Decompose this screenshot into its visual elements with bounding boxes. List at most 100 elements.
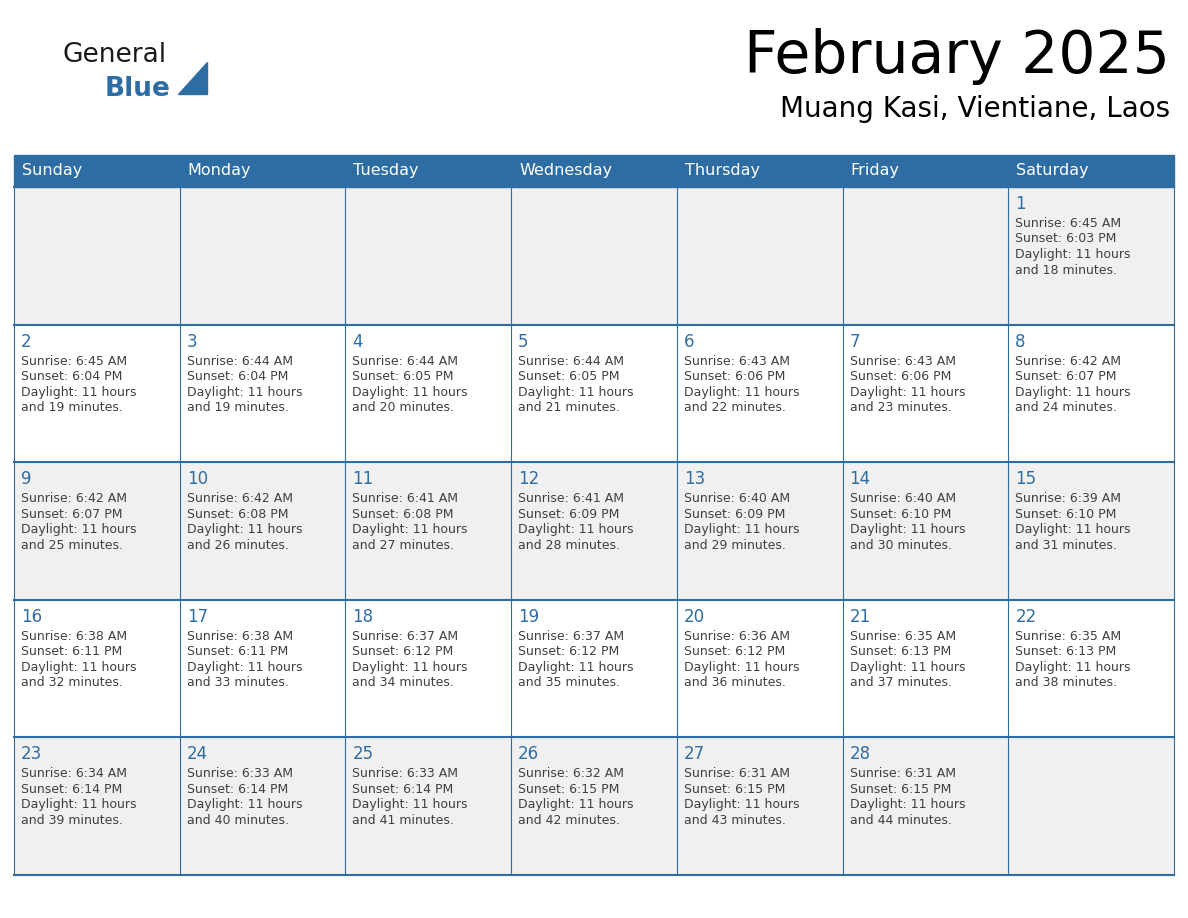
Text: 6: 6 bbox=[684, 332, 694, 351]
Text: Sunset: 6:12 PM: Sunset: 6:12 PM bbox=[353, 645, 454, 658]
Text: Sunset: 6:11 PM: Sunset: 6:11 PM bbox=[187, 645, 287, 658]
Text: and 26 minutes.: and 26 minutes. bbox=[187, 539, 289, 552]
Text: Sunrise: 6:38 AM: Sunrise: 6:38 AM bbox=[187, 630, 292, 643]
Bar bbox=[14, 155, 1174, 187]
Text: Sunrise: 6:40 AM: Sunrise: 6:40 AM bbox=[849, 492, 955, 505]
Text: Sunset: 6:08 PM: Sunset: 6:08 PM bbox=[353, 508, 454, 521]
Text: Sunrise: 6:32 AM: Sunrise: 6:32 AM bbox=[518, 767, 624, 780]
Text: Daylight: 11 hours: Daylight: 11 hours bbox=[849, 386, 965, 398]
Polygon shape bbox=[178, 62, 207, 94]
Text: 12: 12 bbox=[518, 470, 539, 488]
Text: and 38 minutes.: and 38 minutes. bbox=[1016, 677, 1117, 689]
Text: and 20 minutes.: and 20 minutes. bbox=[353, 401, 455, 414]
Text: Sunrise: 6:35 AM: Sunrise: 6:35 AM bbox=[1016, 630, 1121, 643]
Text: Sunset: 6:12 PM: Sunset: 6:12 PM bbox=[518, 645, 619, 658]
Text: Sunrise: 6:33 AM: Sunrise: 6:33 AM bbox=[353, 767, 459, 780]
Text: Daylight: 11 hours: Daylight: 11 hours bbox=[684, 799, 800, 812]
Text: Daylight: 11 hours: Daylight: 11 hours bbox=[187, 661, 302, 674]
Text: Daylight: 11 hours: Daylight: 11 hours bbox=[21, 661, 137, 674]
Text: and 22 minutes.: and 22 minutes. bbox=[684, 401, 785, 414]
Text: 20: 20 bbox=[684, 608, 704, 626]
Text: and 39 minutes.: and 39 minutes. bbox=[21, 814, 122, 827]
Text: Sunrise: 6:42 AM: Sunrise: 6:42 AM bbox=[21, 492, 127, 505]
Text: Sunrise: 6:45 AM: Sunrise: 6:45 AM bbox=[21, 354, 127, 367]
Text: Sunrise: 6:38 AM: Sunrise: 6:38 AM bbox=[21, 630, 127, 643]
Text: and 32 minutes.: and 32 minutes. bbox=[21, 677, 122, 689]
Text: Sunset: 6:13 PM: Sunset: 6:13 PM bbox=[849, 645, 950, 658]
Text: Sunset: 6:10 PM: Sunset: 6:10 PM bbox=[1016, 508, 1117, 521]
Text: and 43 minutes.: and 43 minutes. bbox=[684, 814, 785, 827]
Text: 18: 18 bbox=[353, 608, 373, 626]
Text: and 30 minutes.: and 30 minutes. bbox=[849, 539, 952, 552]
Text: Sunset: 6:13 PM: Sunset: 6:13 PM bbox=[1016, 645, 1117, 658]
Text: Muang Kasi, Vientiane, Laos: Muang Kasi, Vientiane, Laos bbox=[779, 95, 1170, 123]
Text: and 36 minutes.: and 36 minutes. bbox=[684, 677, 785, 689]
Text: Sunrise: 6:37 AM: Sunrise: 6:37 AM bbox=[353, 630, 459, 643]
Text: Daylight: 11 hours: Daylight: 11 hours bbox=[518, 799, 633, 812]
Text: Sunrise: 6:35 AM: Sunrise: 6:35 AM bbox=[849, 630, 955, 643]
Text: Sunrise: 6:34 AM: Sunrise: 6:34 AM bbox=[21, 767, 127, 780]
Text: Sunrise: 6:43 AM: Sunrise: 6:43 AM bbox=[684, 354, 790, 367]
Text: Sunset: 6:07 PM: Sunset: 6:07 PM bbox=[1016, 370, 1117, 383]
Text: Daylight: 11 hours: Daylight: 11 hours bbox=[684, 386, 800, 398]
Text: 1: 1 bbox=[1016, 195, 1026, 213]
Text: Daylight: 11 hours: Daylight: 11 hours bbox=[1016, 248, 1131, 261]
Text: Friday: Friday bbox=[851, 163, 899, 178]
Text: Sunrise: 6:45 AM: Sunrise: 6:45 AM bbox=[1016, 217, 1121, 230]
Text: Sunset: 6:04 PM: Sunset: 6:04 PM bbox=[187, 370, 287, 383]
Text: and 37 minutes.: and 37 minutes. bbox=[849, 677, 952, 689]
Text: General: General bbox=[63, 42, 168, 68]
Text: Sunrise: 6:39 AM: Sunrise: 6:39 AM bbox=[1016, 492, 1121, 505]
Text: Sunrise: 6:37 AM: Sunrise: 6:37 AM bbox=[518, 630, 624, 643]
Text: 28: 28 bbox=[849, 745, 871, 764]
Text: Daylight: 11 hours: Daylight: 11 hours bbox=[21, 799, 137, 812]
Text: Daylight: 11 hours: Daylight: 11 hours bbox=[353, 799, 468, 812]
Text: 25: 25 bbox=[353, 745, 373, 764]
Bar bbox=[14, 187, 1174, 325]
Text: 27: 27 bbox=[684, 745, 704, 764]
Bar bbox=[14, 462, 1174, 599]
Text: Wednesday: Wednesday bbox=[519, 163, 612, 178]
Text: and 21 minutes.: and 21 minutes. bbox=[518, 401, 620, 414]
Text: Daylight: 11 hours: Daylight: 11 hours bbox=[849, 661, 965, 674]
Text: Daylight: 11 hours: Daylight: 11 hours bbox=[21, 523, 137, 536]
Text: and 31 minutes.: and 31 minutes. bbox=[1016, 539, 1117, 552]
Text: 22: 22 bbox=[1016, 608, 1037, 626]
Text: Sunrise: 6:42 AM: Sunrise: 6:42 AM bbox=[187, 492, 292, 505]
Text: Sunrise: 6:44 AM: Sunrise: 6:44 AM bbox=[353, 354, 459, 367]
Text: Sunset: 6:09 PM: Sunset: 6:09 PM bbox=[684, 508, 785, 521]
Text: Daylight: 11 hours: Daylight: 11 hours bbox=[353, 661, 468, 674]
Text: Daylight: 11 hours: Daylight: 11 hours bbox=[1016, 386, 1131, 398]
Text: Sunset: 6:07 PM: Sunset: 6:07 PM bbox=[21, 508, 122, 521]
Text: Sunset: 6:14 PM: Sunset: 6:14 PM bbox=[187, 783, 287, 796]
Text: Daylight: 11 hours: Daylight: 11 hours bbox=[518, 523, 633, 536]
Text: Tuesday: Tuesday bbox=[353, 163, 419, 178]
Text: Daylight: 11 hours: Daylight: 11 hours bbox=[1016, 661, 1131, 674]
Text: and 33 minutes.: and 33 minutes. bbox=[187, 677, 289, 689]
Text: Sunrise: 6:41 AM: Sunrise: 6:41 AM bbox=[518, 492, 624, 505]
Text: February 2025: February 2025 bbox=[744, 28, 1170, 85]
Text: and 29 minutes.: and 29 minutes. bbox=[684, 539, 785, 552]
Text: Sunset: 6:09 PM: Sunset: 6:09 PM bbox=[518, 508, 619, 521]
Text: Sunset: 6:11 PM: Sunset: 6:11 PM bbox=[21, 645, 122, 658]
Text: 19: 19 bbox=[518, 608, 539, 626]
Text: Sunset: 6:05 PM: Sunset: 6:05 PM bbox=[353, 370, 454, 383]
Text: and 23 minutes.: and 23 minutes. bbox=[849, 401, 952, 414]
Text: 5: 5 bbox=[518, 332, 529, 351]
Bar bbox=[14, 599, 1174, 737]
Text: 8: 8 bbox=[1016, 332, 1025, 351]
Bar bbox=[14, 737, 1174, 875]
Text: and 35 minutes.: and 35 minutes. bbox=[518, 677, 620, 689]
Text: Sunset: 6:04 PM: Sunset: 6:04 PM bbox=[21, 370, 122, 383]
Text: 4: 4 bbox=[353, 332, 362, 351]
Text: Blue: Blue bbox=[105, 76, 171, 102]
Text: Sunday: Sunday bbox=[23, 163, 82, 178]
Text: Sunrise: 6:31 AM: Sunrise: 6:31 AM bbox=[849, 767, 955, 780]
Text: and 25 minutes.: and 25 minutes. bbox=[21, 539, 124, 552]
Text: Sunset: 6:12 PM: Sunset: 6:12 PM bbox=[684, 645, 785, 658]
Text: 10: 10 bbox=[187, 470, 208, 488]
Text: and 27 minutes.: and 27 minutes. bbox=[353, 539, 455, 552]
Text: 15: 15 bbox=[1016, 470, 1036, 488]
Text: 17: 17 bbox=[187, 608, 208, 626]
Text: Sunset: 6:15 PM: Sunset: 6:15 PM bbox=[849, 783, 950, 796]
